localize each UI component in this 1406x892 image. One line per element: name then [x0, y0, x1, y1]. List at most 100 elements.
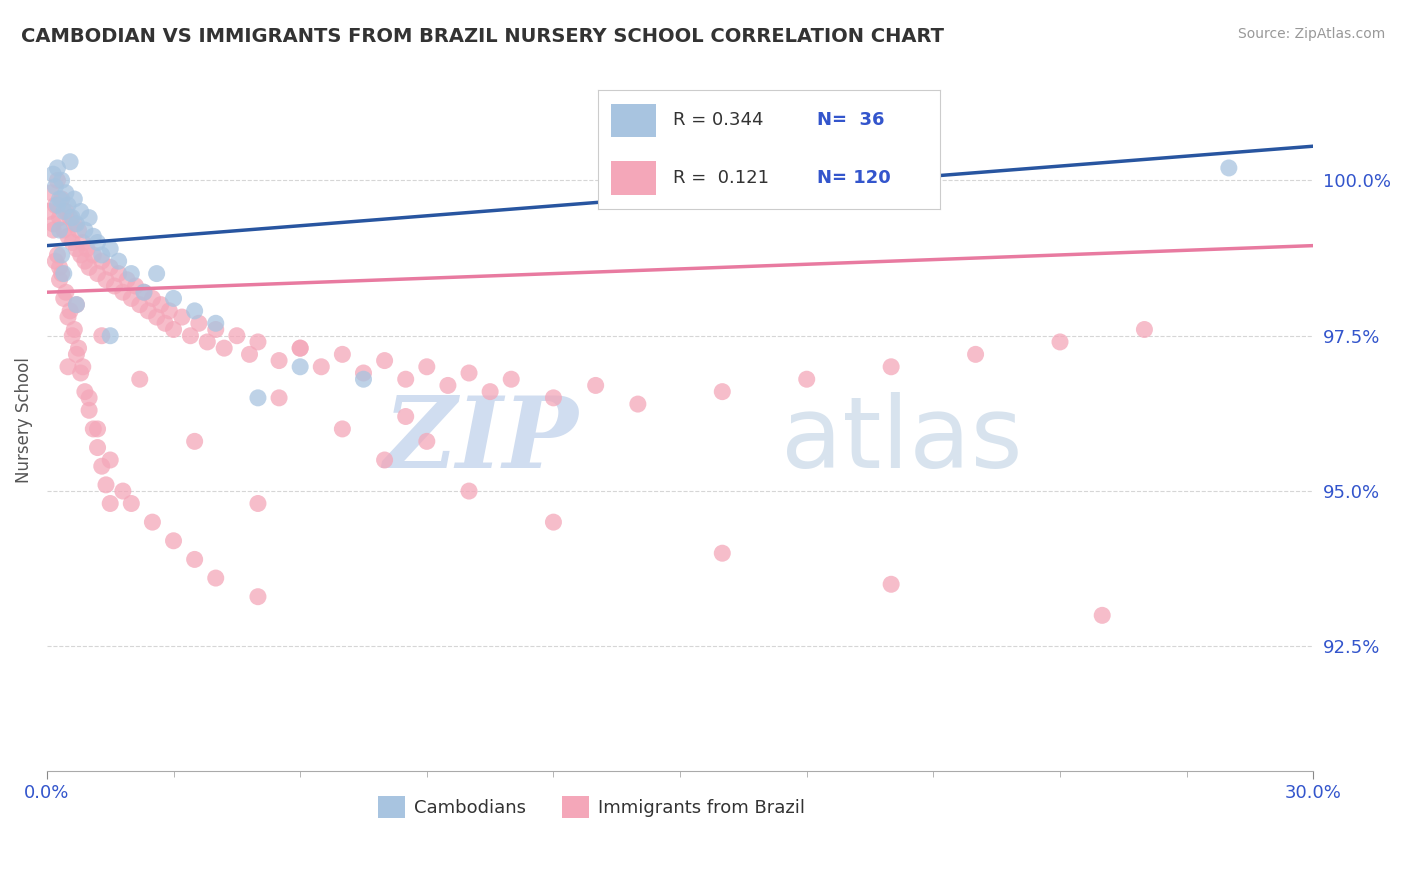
Point [65, 298, 87, 312]
Point [77, 403, 100, 417]
Point [374, 353, 396, 368]
Point [63, 192, 86, 206]
Point [711, 384, 734, 399]
Point [132, 285, 155, 300]
Point [395, 409, 418, 424]
Point [124, 279, 146, 293]
Point [183, 434, 205, 449]
Point [153, 316, 176, 330]
Point [55, 285, 77, 300]
Point [267, 353, 290, 368]
Point [69, 248, 91, 262]
Point [46, 248, 69, 262]
Point [543, 391, 565, 405]
Point [1218, 161, 1240, 175]
Text: ZIP: ZIP [384, 392, 579, 489]
Text: Source: ZipAtlas.com: Source: ZipAtlas.com [1237, 27, 1385, 41]
Point [128, 298, 150, 312]
Text: CAMBODIAN VS IMMIGRANTS FROM BRAZIL NURSERY SCHOOL CORRELATION CHART: CAMBODIAN VS IMMIGRANTS FROM BRAZIL NURS… [21, 27, 943, 45]
Point [1133, 322, 1156, 336]
Text: atlas: atlas [782, 392, 1024, 489]
Point [98, 242, 121, 256]
Point [111, 285, 134, 300]
Point [48, 192, 70, 206]
Point [94, 273, 117, 287]
Point [86, 267, 108, 281]
Point [98, 328, 121, 343]
Point [94, 478, 117, 492]
Point [458, 366, 481, 380]
Point [183, 552, 205, 566]
Point [132, 285, 155, 300]
Point [374, 453, 396, 467]
Point [107, 254, 129, 268]
Point [60, 211, 83, 225]
Point [157, 304, 180, 318]
Point [42, 223, 65, 237]
Point [56, 198, 79, 212]
Point [543, 515, 565, 529]
Point [627, 397, 650, 411]
Point [246, 334, 269, 349]
Point [179, 328, 201, 343]
Point [90, 254, 112, 268]
Point [77, 391, 100, 405]
Point [67, 223, 90, 237]
Point [416, 359, 439, 374]
Point [111, 484, 134, 499]
Point [44, 179, 66, 194]
Point [225, 328, 247, 343]
Point [98, 260, 121, 275]
Point [395, 372, 418, 386]
Point [73, 254, 96, 268]
Point [141, 292, 163, 306]
Point [107, 267, 129, 281]
Point [39, 186, 62, 200]
Y-axis label: Nursery School: Nursery School [15, 357, 32, 483]
Point [353, 366, 375, 380]
Point [65, 347, 87, 361]
Point [72, 235, 94, 250]
Point [136, 304, 159, 318]
Point [52, 292, 75, 306]
Point [183, 304, 205, 318]
Point [44, 198, 66, 212]
Point [72, 359, 94, 374]
Point [59, 154, 82, 169]
Point [51, 248, 73, 262]
Point [59, 211, 82, 225]
Point [195, 334, 218, 349]
Point [46, 161, 69, 175]
Point [69, 204, 91, 219]
Point [332, 347, 354, 361]
Point [204, 322, 226, 336]
Point [965, 347, 987, 361]
Point [55, 186, 77, 200]
Point [1049, 334, 1071, 349]
Point [128, 372, 150, 386]
Point [288, 341, 311, 355]
Point [267, 391, 290, 405]
Point [145, 310, 167, 324]
Point [60, 235, 83, 250]
Point [501, 372, 523, 386]
Point [38, 204, 60, 219]
Point [162, 322, 184, 336]
Point [69, 366, 91, 380]
Point [145, 267, 167, 281]
Point [51, 192, 73, 206]
Point [120, 496, 142, 510]
Point [479, 384, 502, 399]
Point [42, 167, 65, 181]
Point [48, 260, 70, 275]
Point [212, 341, 235, 355]
Point [56, 310, 79, 324]
Point [82, 422, 104, 436]
Point [353, 372, 375, 386]
Point [332, 422, 354, 436]
Point [82, 248, 104, 262]
Point [711, 546, 734, 560]
Point [98, 453, 121, 467]
Point [76, 242, 98, 256]
Point [90, 328, 112, 343]
